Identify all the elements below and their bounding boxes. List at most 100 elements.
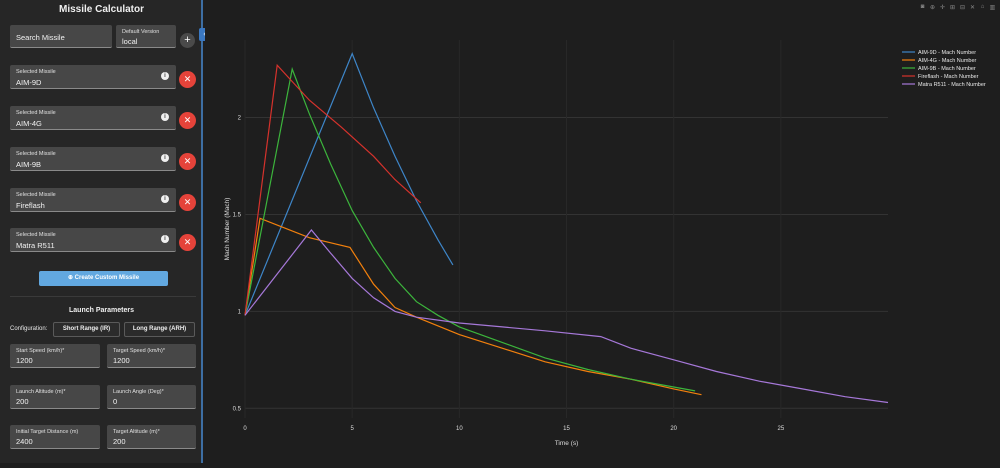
selected-missile-label: Selected Missile (16, 192, 56, 198)
y-axis-label: Mach Number (Mach) (224, 198, 231, 261)
close-icon: ✕ (183, 237, 192, 247)
autoscale-icon[interactable]: ✕ (969, 5, 976, 11)
y-tick-label: 1.5 (233, 212, 242, 218)
y-tick-label: 2 (238, 116, 242, 122)
x-tick-label: 20 (670, 426, 677, 432)
remove-missile-button[interactable]: ✕ (179, 194, 196, 211)
selected-missile-label: Selected Missile (16, 232, 56, 238)
close-icon: ✕ (183, 197, 192, 207)
series-line (244, 217, 702, 396)
x-tick-label: 10 (456, 426, 463, 432)
default-version-select[interactable]: Default Version local (116, 25, 176, 48)
start-speed-label: Start Speed (km/h)* (16, 348, 65, 354)
target-speed-label: Target Speed (km/h)* (113, 348, 165, 354)
target-altitude-value: 200 (113, 437, 126, 446)
x-tick-label: 15 (563, 426, 570, 432)
launch-angle-value: 0 (113, 397, 118, 406)
plus-circle-icon: ⊕ (67, 275, 75, 281)
series-line (244, 229, 889, 404)
x-tick-label: 5 (350, 426, 354, 432)
close-icon: ✕ (183, 74, 192, 84)
pan-icon[interactable]: ✛ (939, 5, 946, 11)
selected-missile-field[interactable]: Selected Missile AIM-4G i (10, 106, 176, 130)
initial-target-distance-label: Initial Target Distance (m) (16, 429, 79, 435)
legend-entry: AIM-4G - Mach Number (918, 58, 977, 64)
selected-missile-field[interactable]: Selected Missile Matra R511 i (10, 228, 176, 252)
create-custom-missile-label: Create Custom Missile (74, 275, 140, 281)
info-icon[interactable]: i (161, 235, 169, 243)
launch-altitude-label: Launch Altitude (m)* (16, 389, 66, 395)
selected-missile-label: Selected Missile (16, 151, 56, 157)
missile-row: Selected Missile Matra R511 i ✕ (10, 228, 200, 254)
divider (10, 296, 196, 297)
close-icon: ✕ (183, 115, 192, 125)
legend-entry: Fireflash - Mach Number (918, 74, 979, 80)
plot-area: ◙ ⊕ ✛ ⊞ ⊟ ✕ ⌂ ▥ 0.5 1 1.5 2 0 5 10 15 20 25 Time (… (205, 0, 1000, 463)
camera-icon[interactable]: ◙ (920, 4, 925, 10)
missile-row: Selected Missile Fireflash i ✕ (10, 188, 200, 214)
launch-parameters-title: Launch Parameters (69, 307, 134, 314)
target-altitude-field[interactable]: Target Altitude (m)* 200 (107, 425, 196, 449)
close-icon: ✕ (183, 156, 192, 166)
launch-altitude-value: 200 (16, 397, 29, 406)
initial-target-distance-field[interactable]: Initial Target Distance (m) 2400 (10, 425, 100, 449)
reset-icon[interactable]: ⌂ (980, 4, 985, 10)
x-tick-label: 25 (777, 426, 784, 432)
default-version-value: local (122, 37, 138, 46)
add-missile-button[interactable]: + (180, 33, 195, 48)
selected-missile-value: AIM-9D (16, 78, 42, 87)
selected-missile-value: Fireflash (16, 201, 45, 210)
launch-altitude-field[interactable]: Launch Altitude (m)* 200 (10, 385, 100, 409)
config-long-range-button[interactable]: Long Range (ARH) (124, 322, 195, 337)
selected-missile-field[interactable]: Selected Missile AIM-9B i (10, 147, 176, 171)
legend-entry: AIM-9B - Mach Number (918, 66, 976, 72)
x-axis-label: Time (s) (555, 440, 579, 447)
info-icon[interactable]: i (161, 154, 169, 162)
x-tick-label: 0 (243, 426, 247, 432)
target-altitude-label: Target Altitude (m)* (113, 429, 160, 435)
sidebar: Missile Calculator Search Missile Defaul… (0, 0, 203, 463)
zoom-out-icon[interactable]: ⊟ (959, 5, 966, 11)
remove-missile-button[interactable]: ✕ (179, 153, 196, 170)
series-line (244, 66, 696, 392)
info-icon[interactable]: i (161, 72, 169, 80)
plot-modebar: ◙ ⊕ ✛ ⊞ ⊟ ✕ ⌂ ▥ (919, 4, 996, 11)
search-missile-input[interactable]: Search Missile (10, 25, 112, 48)
series-line (244, 51, 454, 316)
zoom-in-icon[interactable]: ⊞ (949, 5, 956, 11)
series-line (244, 63, 422, 316)
selected-missile-value: AIM-9B (16, 160, 42, 169)
search-missile-text: Search Missile (16, 33, 65, 42)
missile-row: Selected Missile AIM-4G i ✕ (10, 106, 200, 132)
default-version-label: Default Version (122, 29, 160, 35)
remove-missile-button[interactable]: ✕ (179, 71, 196, 88)
start-speed-value: 1200 (16, 356, 33, 365)
target-speed-field[interactable]: Target Speed (km/h)* 1200 (107, 344, 196, 368)
collapse-sidebar-button[interactable]: ‹ (199, 28, 210, 41)
initial-target-distance-value: 2400 (16, 437, 33, 446)
zoom-icon[interactable]: ⊕ (929, 5, 936, 11)
create-custom-missile-button[interactable]: ⊕ Create Custom Missile (39, 271, 168, 286)
selected-missile-field[interactable]: Selected Missile AIM-9D i (10, 65, 176, 89)
selected-missile-value: AIM-4G (16, 119, 42, 128)
y-tick-label: 1 (238, 309, 242, 315)
target-speed-value: 1200 (113, 356, 130, 365)
plotly-logo[interactable]: ▥ (989, 5, 996, 11)
selected-missile-label: Selected Missile (16, 110, 56, 116)
start-speed-field[interactable]: Start Speed (km/h)* 1200 (10, 344, 100, 368)
remove-missile-button[interactable]: ✕ (179, 234, 196, 251)
legend-entry: Matra R511 - Mach Number (918, 82, 986, 88)
y-tick-label: 0.5 (233, 406, 242, 412)
info-icon[interactable]: i (161, 195, 169, 203)
launch-angle-field[interactable]: Launch Angle (Deg)* 0 (107, 385, 196, 409)
info-icon[interactable]: i (161, 113, 169, 121)
selected-missile-field[interactable]: Selected Missile Fireflash i (10, 188, 176, 212)
legend-entry: AIM-9D - Mach Number (918, 50, 976, 56)
launch-angle-label: Launch Angle (Deg)* (113, 389, 164, 395)
missile-row: Selected Missile AIM-9B i ✕ (10, 147, 200, 173)
remove-missile-button[interactable]: ✕ (179, 112, 196, 129)
missile-row: Selected Missile AIM-9D i ✕ (10, 65, 200, 91)
config-short-range-button[interactable]: Short Range (IR) (53, 322, 120, 337)
configuration-label: Configuration: (10, 326, 48, 332)
